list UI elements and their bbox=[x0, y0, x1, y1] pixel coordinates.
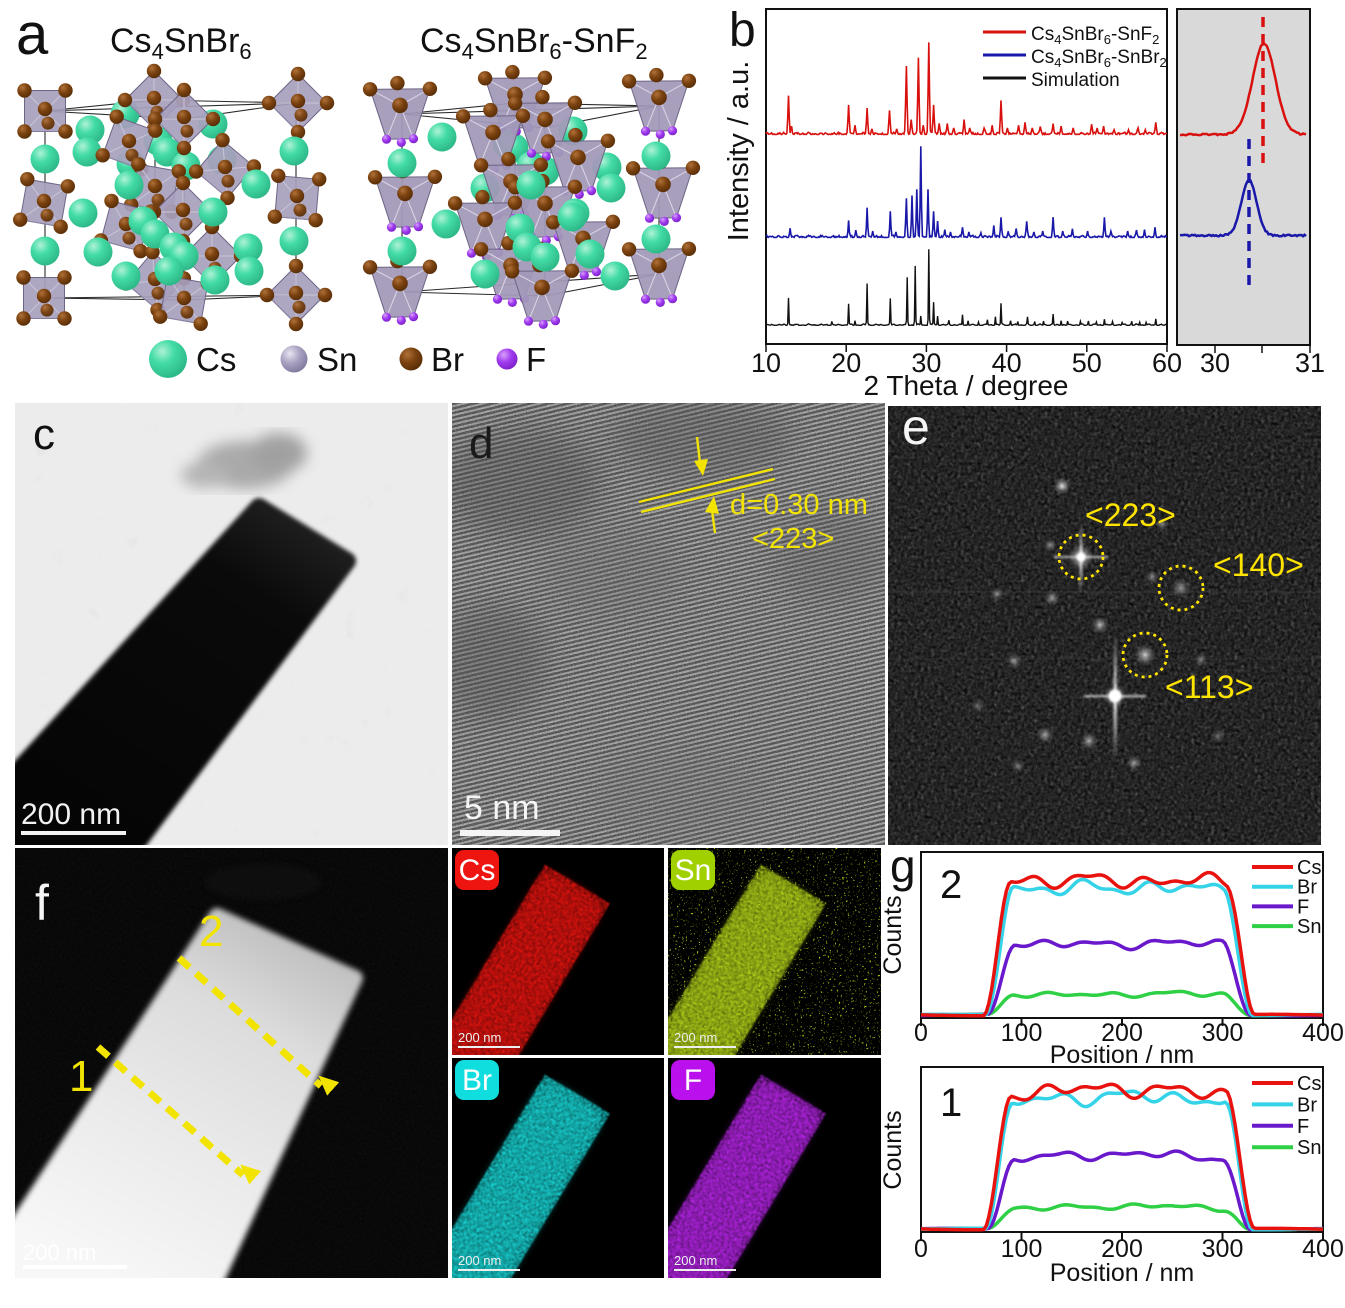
svg-text:Cs4SnBr6-SnF2: Cs4SnBr6-SnF2 bbox=[420, 22, 648, 64]
svg-text:Cs: Cs bbox=[459, 854, 496, 887]
svg-text:300: 300 bbox=[1202, 1235, 1244, 1263]
svg-text:200: 200 bbox=[1101, 1235, 1143, 1263]
svg-text:Br: Br bbox=[462, 1064, 492, 1097]
svg-text:5 nm: 5 nm bbox=[464, 789, 540, 827]
svg-text:d: d bbox=[469, 419, 493, 468]
svg-text:30: 30 bbox=[1200, 348, 1230, 378]
svg-text:Sn: Sn bbox=[675, 854, 712, 887]
svg-text:Counts: Counts bbox=[879, 895, 907, 974]
svg-text:400: 400 bbox=[1302, 1019, 1344, 1047]
svg-text:100: 100 bbox=[1001, 1019, 1043, 1047]
svg-text:60: 60 bbox=[1152, 348, 1182, 378]
svg-text:2: 2 bbox=[940, 863, 962, 907]
svg-text:Br: Br bbox=[1297, 1094, 1317, 1116]
svg-text:Intensity / a.u.: Intensity / a.u. bbox=[723, 61, 755, 242]
svg-text:Position / nm: Position / nm bbox=[1050, 1259, 1195, 1287]
svg-text:<223>: <223> bbox=[1085, 497, 1176, 533]
svg-text:0: 0 bbox=[914, 1019, 928, 1047]
svg-text:300: 300 bbox=[1202, 1019, 1244, 1047]
svg-text:200 nm: 200 nm bbox=[674, 1030, 717, 1045]
svg-text:Counts: Counts bbox=[879, 1110, 907, 1189]
svg-text:<113>: <113> bbox=[1165, 669, 1253, 705]
svg-text:f: f bbox=[35, 875, 49, 931]
svg-text:30: 30 bbox=[911, 348, 941, 378]
svg-text:50: 50 bbox=[1072, 348, 1102, 378]
svg-text:<223>: <223> bbox=[752, 523, 834, 555]
svg-text:1: 1 bbox=[69, 1052, 93, 1101]
svg-text:200 nm: 200 nm bbox=[21, 798, 121, 831]
svg-text:1: 1 bbox=[940, 1081, 962, 1125]
svg-text:400: 400 bbox=[1302, 1235, 1344, 1263]
svg-text:2: 2 bbox=[199, 907, 223, 956]
svg-text:F: F bbox=[1297, 896, 1309, 918]
svg-text:200 nm: 200 nm bbox=[674, 1253, 717, 1268]
svg-text:Simulation: Simulation bbox=[1031, 70, 1120, 91]
svg-text:200 nm: 200 nm bbox=[458, 1253, 501, 1268]
svg-text:Br: Br bbox=[431, 341, 464, 378]
svg-text:Cs4SnBr6-SnF2: Cs4SnBr6-SnF2 bbox=[1031, 24, 1159, 47]
svg-text:200 nm: 200 nm bbox=[458, 1030, 501, 1045]
svg-text:a: a bbox=[16, 2, 49, 67]
svg-text:10: 10 bbox=[751, 348, 781, 378]
svg-text:c: c bbox=[33, 410, 55, 459]
svg-text:g: g bbox=[890, 840, 916, 892]
svg-text:Position / nm: Position / nm bbox=[1050, 1041, 1195, 1069]
svg-text:F: F bbox=[1297, 1116, 1309, 1138]
svg-text:2 Theta / degree: 2 Theta / degree bbox=[864, 370, 1069, 400]
svg-text:40: 40 bbox=[992, 348, 1022, 378]
svg-text:Sn: Sn bbox=[317, 341, 357, 378]
svg-text:Cs: Cs bbox=[1297, 857, 1321, 879]
svg-text:20: 20 bbox=[831, 348, 861, 378]
svg-text:31: 31 bbox=[1295, 348, 1325, 378]
svg-text:e: e bbox=[902, 406, 930, 455]
svg-text:0: 0 bbox=[914, 1235, 928, 1263]
svg-text:F: F bbox=[684, 1064, 702, 1097]
svg-text:200: 200 bbox=[1101, 1019, 1143, 1047]
svg-text:Cs: Cs bbox=[196, 341, 236, 378]
svg-text:<140>: <140> bbox=[1213, 547, 1304, 583]
svg-text:Sn: Sn bbox=[1297, 916, 1321, 938]
svg-text:F: F bbox=[526, 341, 546, 378]
svg-text:b: b bbox=[729, 4, 756, 57]
svg-text:Br: Br bbox=[1297, 877, 1317, 899]
svg-text:d=0.30 nm: d=0.30 nm bbox=[730, 489, 868, 521]
svg-text:Cs: Cs bbox=[1297, 1073, 1321, 1095]
svg-text:200 nm: 200 nm bbox=[23, 1240, 96, 1265]
svg-text:Cs4SnBr6: Cs4SnBr6 bbox=[110, 22, 252, 64]
svg-text:100: 100 bbox=[1001, 1235, 1043, 1263]
svg-text:Cs4SnBr6-SnBr2: Cs4SnBr6-SnBr2 bbox=[1031, 47, 1167, 70]
svg-text:Sn: Sn bbox=[1297, 1137, 1321, 1159]
